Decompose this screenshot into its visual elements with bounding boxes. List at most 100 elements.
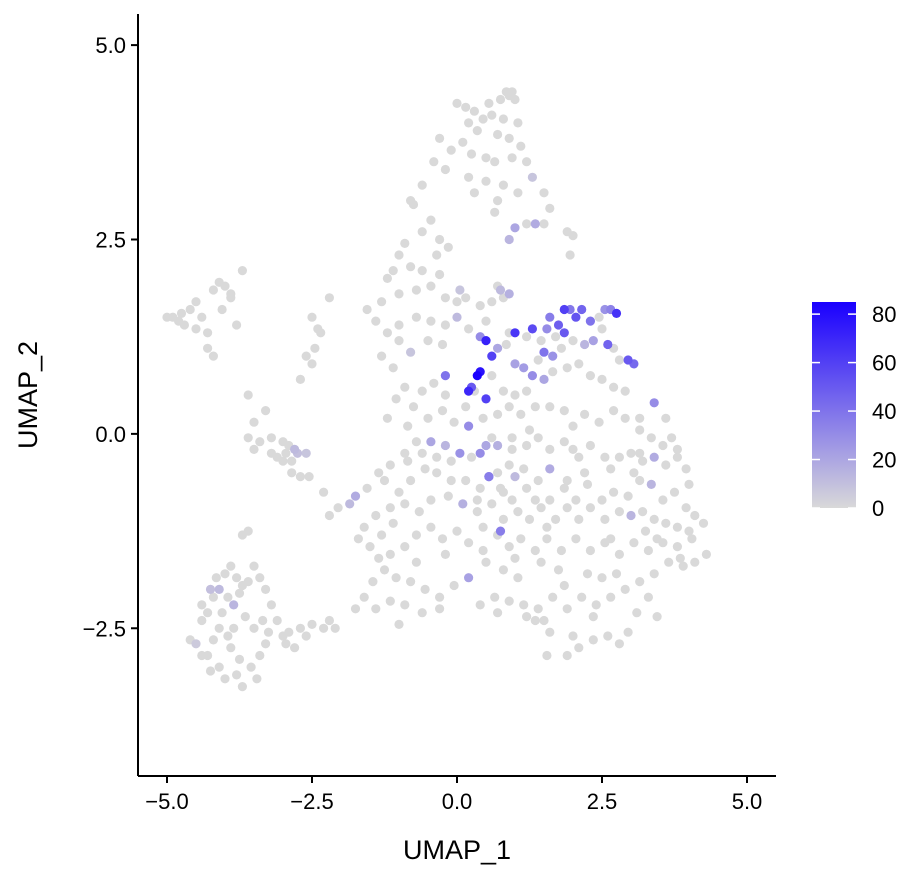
data-point xyxy=(237,530,247,540)
x-tick-label: 2.5 xyxy=(587,789,618,814)
data-point xyxy=(426,522,436,532)
data-point xyxy=(464,386,474,396)
data-point xyxy=(585,503,596,513)
data-point xyxy=(324,293,334,303)
data-point xyxy=(234,588,245,598)
data-point xyxy=(574,452,584,462)
data-point xyxy=(498,514,508,525)
data-point xyxy=(585,545,596,556)
y-tick-label: −2.5 xyxy=(83,616,126,641)
data-point xyxy=(661,413,671,423)
data-point xyxy=(458,137,468,147)
data-point xyxy=(435,269,445,280)
data-point xyxy=(580,339,590,350)
data-point xyxy=(377,351,387,361)
colorbar-label: 40 xyxy=(872,399,896,424)
data-point xyxy=(574,359,584,369)
data-point xyxy=(417,180,427,190)
data-point xyxy=(435,133,445,143)
y-tick-label: 0.0 xyxy=(95,422,126,447)
data-point xyxy=(382,273,392,283)
data-point xyxy=(536,336,546,346)
data-point xyxy=(455,285,465,295)
data-point xyxy=(464,421,474,431)
data-point xyxy=(609,487,619,497)
data-point xyxy=(487,110,497,120)
data-point xyxy=(429,378,439,388)
data-point xyxy=(440,549,450,560)
data-point xyxy=(411,285,421,295)
data-point xyxy=(295,374,305,384)
data-point xyxy=(437,339,448,350)
data-point xyxy=(211,573,221,583)
data-point xyxy=(667,433,677,443)
data-point xyxy=(197,615,207,626)
data-point xyxy=(504,133,514,143)
data-point xyxy=(214,623,224,633)
data-point xyxy=(420,584,430,595)
data-point xyxy=(266,600,276,610)
data-point xyxy=(411,530,421,540)
data-point xyxy=(411,437,421,447)
data-point xyxy=(620,413,630,423)
data-point xyxy=(464,538,474,548)
data-point xyxy=(290,643,300,653)
data-point xyxy=(179,320,189,330)
data-point xyxy=(281,639,291,649)
data-point xyxy=(284,627,294,637)
data-point xyxy=(478,413,488,423)
data-point xyxy=(559,328,569,338)
data-point xyxy=(426,281,436,291)
data-point xyxy=(513,507,523,517)
data-point xyxy=(545,464,555,474)
data-point xyxy=(301,351,311,361)
data-point xyxy=(522,612,532,622)
data-point xyxy=(495,285,506,295)
data-point xyxy=(394,619,404,630)
data-point xyxy=(600,452,610,462)
data-point xyxy=(472,507,482,517)
data-point xyxy=(449,580,459,591)
data-point xyxy=(530,402,540,412)
data-point xyxy=(490,157,500,167)
data-point xyxy=(394,289,404,299)
data-point xyxy=(185,304,195,315)
data-point xyxy=(287,456,297,466)
data-point xyxy=(217,608,227,618)
data-point xyxy=(365,542,375,552)
data-point xyxy=(432,452,442,462)
data-point xyxy=(524,514,535,525)
data-point xyxy=(638,456,648,466)
data-point xyxy=(435,592,445,602)
data-point xyxy=(246,662,256,672)
data-point xyxy=(562,650,572,661)
data-point xyxy=(272,615,282,626)
data-point xyxy=(203,328,213,338)
data-point xyxy=(574,643,584,653)
data-point xyxy=(498,386,508,396)
data-point xyxy=(548,351,558,361)
data-point xyxy=(249,623,259,633)
data-point xyxy=(208,635,218,645)
data-point xyxy=(522,483,532,493)
data-point xyxy=(501,339,511,350)
data-point xyxy=(362,304,372,315)
data-point xyxy=(614,507,625,517)
data-point xyxy=(466,149,477,159)
data-point xyxy=(504,234,514,245)
data-point xyxy=(629,538,639,548)
data-point xyxy=(484,472,494,482)
y-tick-label: 5.0 xyxy=(95,33,126,58)
data-point xyxy=(568,444,578,454)
data-point xyxy=(435,234,445,245)
data-point xyxy=(635,413,645,423)
data-point xyxy=(559,304,569,315)
data-point xyxy=(597,573,607,583)
data-point xyxy=(475,600,485,610)
data-point xyxy=(510,390,520,400)
data-point xyxy=(585,440,596,451)
data-point xyxy=(417,386,427,396)
data-point xyxy=(371,604,381,614)
data-point xyxy=(446,475,456,486)
data-point xyxy=(588,612,598,622)
